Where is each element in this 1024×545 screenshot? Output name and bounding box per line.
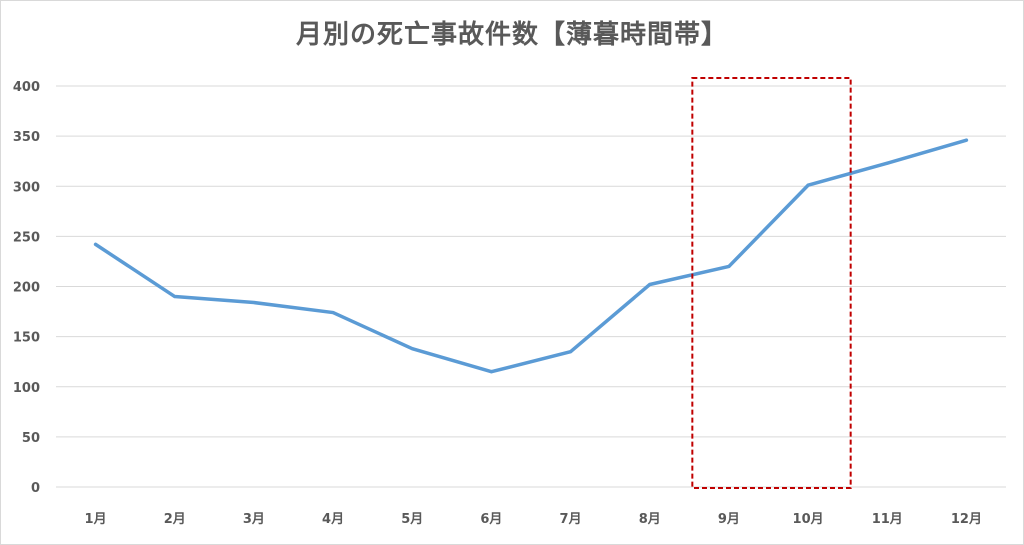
x-tick-label: 2月 [164, 512, 186, 527]
data-point [964, 138, 968, 142]
y-axis-labels: 0 50 100 150 200 250 300 350 400 [13, 80, 40, 496]
data-point [173, 295, 177, 299]
y-tick-label: 300 [13, 180, 40, 195]
gridlines [56, 85, 1006, 488]
data-point [648, 282, 652, 286]
x-tick-label: 3月 [243, 512, 265, 527]
x-tick-label: 8月 [639, 512, 661, 527]
x-tick-label: 11月 [872, 512, 903, 527]
data-point [331, 311, 335, 315]
highlight-group [691, 77, 852, 489]
data-point [569, 350, 573, 354]
x-tick-label: 10月 [793, 512, 824, 527]
x-tick-label: 6月 [480, 512, 502, 527]
data-point [410, 347, 414, 351]
series-group [93, 138, 969, 374]
y-tick-label: 250 [13, 230, 40, 245]
x-tick-label: 5月 [401, 512, 423, 527]
data-point [885, 161, 889, 165]
y-tick-label: 400 [13, 80, 40, 95]
y-tick-label: 200 [13, 281, 40, 296]
data-point [727, 264, 731, 268]
y-tick-label: 150 [13, 331, 40, 346]
y-tick-label: 0 [31, 481, 40, 496]
x-tick-label: 1月 [85, 512, 107, 527]
y-tick-label: 50 [22, 431, 40, 446]
x-tick-label: 7月 [560, 512, 582, 527]
y-tick-label: 350 [13, 130, 40, 145]
series-line [93, 138, 969, 374]
y-tick-label: 100 [13, 381, 40, 396]
x-axis-labels: 1月 2月 3月 4月 5月 6月 7月 8月 9月 10月 11月 12月 [85, 512, 982, 527]
data-point [489, 370, 493, 374]
data-point [94, 242, 98, 246]
x-tick-label: 12月 [951, 512, 982, 527]
x-tick-label: 4月 [322, 512, 344, 527]
data-point [252, 301, 256, 305]
highlight-box [691, 77, 852, 489]
data-point [806, 183, 810, 187]
chart-title: 月別の死亡事故件数【薄暮時間帯】 [295, 20, 728, 50]
x-tick-label: 9月 [718, 512, 740, 527]
